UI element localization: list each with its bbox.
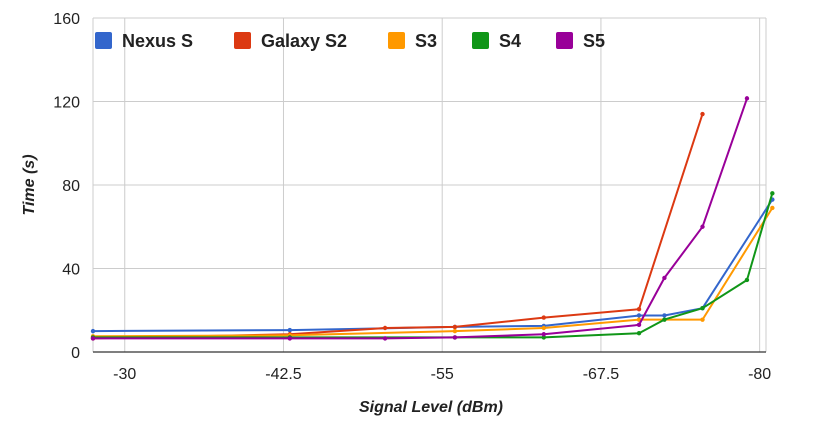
- legend-item: Nexus S: [95, 31, 193, 51]
- x-tick-label: -42.5: [265, 366, 302, 383]
- series-line: [92, 199, 774, 333]
- data-point: [382, 325, 388, 331]
- y-tick-label: 80: [62, 178, 80, 195]
- data-point: [90, 336, 96, 341]
- data-point: [452, 335, 458, 340]
- y-tick-label: 40: [62, 262, 80, 279]
- data-point: [662, 275, 667, 281]
- data-point: [700, 111, 705, 117]
- data-point: [662, 313, 667, 318]
- series-nexus-s: [90, 197, 775, 334]
- data-point: [770, 205, 775, 211]
- x-tick-label: -67.5: [583, 366, 620, 383]
- legend-item: S5: [556, 31, 605, 51]
- x-axis-title: Signal Level (dBm): [359, 399, 503, 416]
- y-tick-label: 0: [71, 345, 80, 362]
- data-point: [287, 327, 293, 333]
- series-s5: [90, 96, 750, 341]
- y-tick-label: 120: [53, 95, 80, 112]
- legend-swatch: [388, 32, 405, 49]
- legend-label: S4: [499, 31, 521, 51]
- data-point: [700, 305, 705, 311]
- data-point: [541, 325, 546, 331]
- data-point: [452, 328, 458, 334]
- legend-label: Galaxy S2: [261, 31, 347, 51]
- gridlines: [92, 17, 767, 352]
- data-point: [636, 307, 642, 312]
- data-point: [636, 331, 642, 336]
- x-tick-label: -55: [431, 366, 454, 383]
- legend-swatch: [472, 32, 489, 49]
- data-point: [770, 191, 775, 196]
- data-point: [744, 277, 750, 283]
- legend: Nexus S Galaxy S2 S3 S4 S5: [95, 31, 605, 51]
- series-line: [92, 113, 704, 340]
- legend-item: Galaxy S2: [234, 31, 347, 51]
- series-lines: [90, 96, 775, 341]
- data-point: [382, 336, 388, 341]
- legend-swatch: [556, 32, 573, 49]
- data-point: [287, 336, 293, 341]
- y-tick-label: 160: [53, 11, 80, 28]
- data-point: [541, 332, 546, 337]
- data-point: [662, 317, 667, 322]
- series-line: [93, 98, 748, 340]
- data-point: [636, 313, 642, 318]
- data-point: [90, 328, 96, 334]
- legend-swatch: [95, 32, 112, 49]
- data-point: [541, 315, 546, 320]
- legend-label: S5: [583, 31, 605, 51]
- legend-label: S3: [415, 31, 437, 51]
- data-point: [744, 96, 750, 101]
- legend-item: S3: [388, 31, 437, 51]
- data-point: [541, 335, 546, 340]
- series-galaxy-s2: [90, 111, 705, 341]
- axes: 0 40 80 120 160 -30 -42.5 -55 -67.5 -80: [53, 11, 771, 383]
- data-point: [452, 324, 458, 330]
- x-tick-label: -80: [748, 366, 771, 383]
- data-point: [636, 322, 642, 328]
- data-point: [700, 317, 705, 322]
- legend-label: Nexus S: [122, 31, 193, 51]
- series-s3: [90, 205, 775, 339]
- y-axis-title: Time (s): [21, 154, 38, 215]
- series-s4: [90, 191, 775, 340]
- legend-item: S4: [472, 31, 521, 51]
- x-tick-label: -30: [113, 366, 136, 383]
- legend-swatch: [234, 32, 251, 49]
- data-point: [700, 224, 705, 229]
